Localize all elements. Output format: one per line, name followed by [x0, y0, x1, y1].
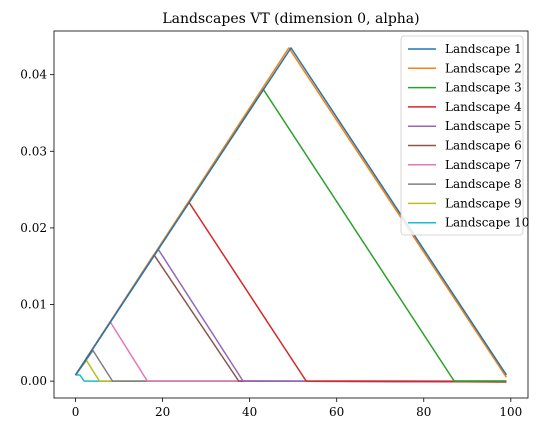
- series-line-7: [74, 321, 507, 382]
- chart-title: Landscapes VT (dimension 0, alpha): [162, 11, 419, 27]
- y-tick-label: 0.03: [20, 144, 47, 158]
- legend-label-2: Landscape 2: [445, 61, 522, 75]
- y-tick-label: 0.02: [20, 221, 47, 235]
- axes-frame: [53, 30, 529, 399]
- legend-label-8: Landscape 8: [445, 177, 522, 191]
- series-line-10: [75, 374, 507, 382]
- y-axis: 0.00 0.01 0.02 0.03 0.04: [20, 68, 54, 388]
- x-tick-label: 40: [242, 405, 257, 419]
- y-tick-label: 0.01: [20, 298, 47, 312]
- x-tick-label: 60: [329, 405, 344, 419]
- legend-box: [400, 35, 524, 236]
- series-line-8: [74, 349, 507, 382]
- legend: Landscape 1 Landscape 2 Landscape 3 Landsca…: [400, 35, 529, 236]
- legend-label-4: Landscape 4: [445, 100, 522, 114]
- x-tick-label: 20: [155, 405, 170, 419]
- y-tick-label: 0.04: [20, 68, 47, 82]
- legend-label-1: Landscape 1: [445, 42, 522, 56]
- x-tick-label: 0: [72, 405, 80, 419]
- legend-label-6: Landscape 6: [445, 139, 522, 153]
- x-axis: 0 20 40 60 80 100: [72, 398, 522, 419]
- x-tick-label: 80: [416, 405, 431, 419]
- legend-label-10: Landscape 10: [445, 216, 529, 230]
- legend-label-3: Landscape 3: [445, 81, 522, 95]
- legend-label-7: Landscape 7: [445, 158, 522, 172]
- legend-label-9: Landscape 9: [445, 196, 522, 210]
- y-tick-label: 0.00: [20, 374, 47, 388]
- x-tick-label: 100: [499, 405, 522, 419]
- plot-lines: [74, 47, 508, 383]
- series-line-1: [74, 47, 508, 376]
- legend-label-5: Landscape 5: [445, 119, 522, 133]
